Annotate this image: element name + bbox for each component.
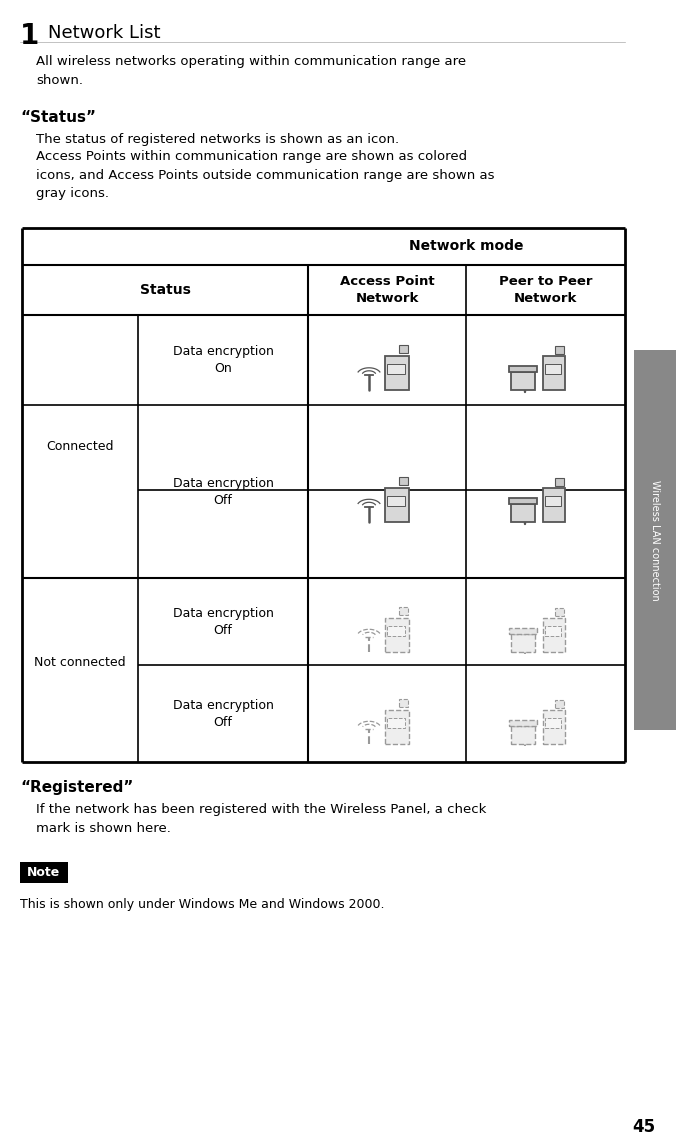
Bar bbox=[543, 617, 566, 652]
Bar bbox=[20, 862, 68, 883]
Text: Access Points within communication range are shown as colored
icons, and Access : Access Points within communication range… bbox=[36, 150, 495, 200]
Bar bbox=[510, 366, 538, 372]
Bar bbox=[545, 495, 562, 506]
Bar bbox=[543, 710, 566, 744]
Text: “Status”: “Status” bbox=[20, 110, 96, 125]
Text: Status: Status bbox=[140, 282, 190, 297]
Bar bbox=[387, 495, 405, 506]
Bar bbox=[399, 476, 408, 484]
Bar bbox=[385, 617, 409, 652]
Bar bbox=[512, 726, 536, 744]
Text: The status of registered networks is shown as an icon.: The status of registered networks is sho… bbox=[36, 133, 399, 146]
Bar bbox=[399, 345, 408, 353]
Bar bbox=[399, 698, 408, 706]
Text: 45: 45 bbox=[632, 1118, 655, 1136]
Bar bbox=[387, 718, 405, 728]
Text: This is shown only under Windows Me and Windows 2000.: This is shown only under Windows Me and … bbox=[20, 898, 384, 911]
Bar bbox=[634, 350, 676, 730]
Bar bbox=[512, 372, 536, 390]
Bar bbox=[385, 487, 409, 522]
Text: Data encryption
Off: Data encryption Off bbox=[173, 476, 273, 507]
Bar bbox=[385, 710, 409, 744]
Text: Not connected: Not connected bbox=[34, 656, 126, 669]
Bar bbox=[399, 606, 408, 615]
Bar bbox=[22, 228, 625, 762]
Bar bbox=[556, 699, 564, 707]
Text: Data encryption
Off: Data encryption Off bbox=[173, 606, 273, 637]
Text: Network List: Network List bbox=[48, 24, 160, 42]
Bar bbox=[387, 364, 405, 374]
Bar bbox=[545, 625, 562, 636]
Bar bbox=[545, 364, 562, 374]
Text: 1: 1 bbox=[20, 22, 39, 50]
Bar bbox=[512, 633, 536, 652]
Text: Data encryption
On: Data encryption On bbox=[173, 345, 273, 375]
Text: Network mode: Network mode bbox=[409, 239, 524, 254]
Bar bbox=[556, 477, 564, 485]
Bar bbox=[556, 607, 564, 615]
Text: All wireless networks operating within communication range are
shown.: All wireless networks operating within c… bbox=[36, 55, 466, 87]
Bar bbox=[556, 346, 564, 354]
Text: Access Point
Network: Access Point Network bbox=[340, 274, 434, 305]
Text: Data encryption
Off: Data encryption Off bbox=[173, 698, 273, 729]
Bar bbox=[543, 357, 566, 390]
Bar bbox=[510, 498, 538, 503]
Text: Note: Note bbox=[27, 866, 61, 879]
Bar bbox=[512, 503, 536, 522]
Bar bbox=[510, 628, 538, 633]
Text: Wireless LAN connection: Wireless LAN connection bbox=[650, 480, 660, 600]
Bar bbox=[545, 718, 562, 728]
Bar bbox=[510, 720, 538, 726]
Bar bbox=[385, 357, 409, 390]
Bar bbox=[543, 487, 566, 522]
Text: If the network has been registered with the Wireless Panel, a check
mark is show: If the network has been registered with … bbox=[36, 803, 486, 835]
Text: “Registered”: “Registered” bbox=[20, 780, 134, 795]
Text: Peer to Peer
Network: Peer to Peer Network bbox=[499, 274, 593, 305]
Text: Connected: Connected bbox=[47, 440, 114, 453]
Bar bbox=[387, 625, 405, 636]
